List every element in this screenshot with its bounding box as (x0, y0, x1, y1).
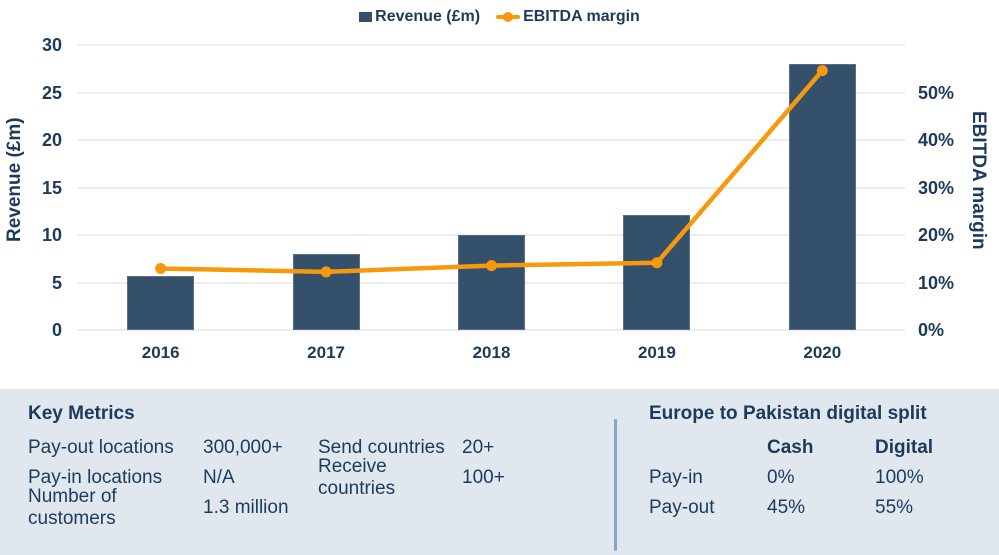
x-axis-tick-label: 2020 (803, 343, 842, 362)
metric-value: N/A (203, 467, 235, 488)
ebitda-point (155, 262, 167, 274)
key-metrics-title: Key Metrics (28, 403, 135, 424)
x-axis-tick-label: 2019 (637, 343, 676, 362)
ebitda-line-swatch-icon (496, 12, 521, 22)
cell-value: 55% (875, 497, 914, 518)
row-label: Pay-out (649, 497, 715, 518)
revenue-bar (127, 275, 195, 330)
right-axis-title: EBITDA margin (968, 110, 989, 250)
metric-value: 300,000+ (203, 437, 283, 458)
revenue-bar (623, 215, 691, 330)
metric-label: Receive countries (318, 456, 396, 499)
right-axis-tick-label: 30% (918, 177, 955, 198)
left-axis-tick-label: 15 (41, 177, 62, 198)
gridline (78, 44, 905, 46)
digital-split-title: Europe to Pakistan digital split (649, 403, 927, 424)
revenue-bar (788, 64, 856, 330)
metric-value: 100+ (462, 467, 505, 488)
row-label: Pay-in (649, 467, 703, 488)
metric-label: Send countries (318, 437, 445, 458)
right-axis-tick-label: 10% (918, 272, 955, 293)
left-axis-tick-label: 25 (41, 82, 62, 103)
legend-item-ebitda: EBITDA margin (496, 8, 640, 26)
metric-label: Pay-in locations (28, 467, 163, 488)
left-axis-tick-label: 0 (51, 320, 62, 340)
revenue-bar-swatch-icon (359, 12, 373, 22)
right-axis-tick-label: 50% (918, 82, 955, 103)
revenue-ebitda-chart: Revenue (£m) EBITDA margin Revenue (£m) … (0, 8, 999, 362)
metric-label: Number of customers (28, 486, 117, 529)
metric-value: 20+ (462, 437, 495, 458)
gridline (78, 329, 905, 331)
right-axis-tick-label: 20% (918, 225, 955, 245)
left-axis-tick-label: 10 (41, 225, 62, 245)
digital-split-table: Cash Digital Pay-in 0% 100% Pay-out 45% … (649, 433, 975, 523)
chart-legend: Revenue (£m) EBITDA margin (0, 8, 999, 26)
gridline (78, 139, 905, 141)
metric-value: 1.3 million (203, 497, 289, 518)
gridline (78, 186, 905, 189)
right-axis-tick-label: 40% (918, 130, 955, 150)
legend-item-revenue: Revenue (£m) (359, 8, 480, 26)
cell-value: 100% (875, 467, 924, 488)
column-header-cash: Cash (767, 437, 814, 458)
x-axis-tick-label: 2018 (472, 343, 511, 362)
x-axis-tick-label: 2017 (307, 343, 345, 362)
metrics-panel: Key Metrics Pay-out locations 300,000+ S… (0, 389, 999, 555)
revenue-bar (458, 235, 525, 330)
panel-divider (614, 419, 617, 551)
gridline (78, 91, 905, 94)
left-axis-tick-label: 30 (41, 35, 62, 55)
left-axis-tick-label: 20 (41, 130, 62, 150)
right-axis-tick-label: 0% (918, 320, 945, 340)
cell-value: 45% (767, 497, 806, 518)
legend-revenue-label: Revenue (£m) (375, 8, 481, 25)
revenue-bar (292, 254, 360, 330)
legend-ebitda-label: EBITDA margin (523, 8, 640, 25)
cell-value: 0% (767, 467, 795, 488)
x-axis-tick-label: 2016 (141, 343, 180, 362)
metric-label: Pay-out locations (28, 437, 174, 458)
left-axis-tick-label: 5 (51, 272, 62, 293)
key-metrics-table: Pay-out locations 300,000+ Send countrie… (28, 433, 562, 529)
column-header-digital: Digital (875, 437, 934, 458)
